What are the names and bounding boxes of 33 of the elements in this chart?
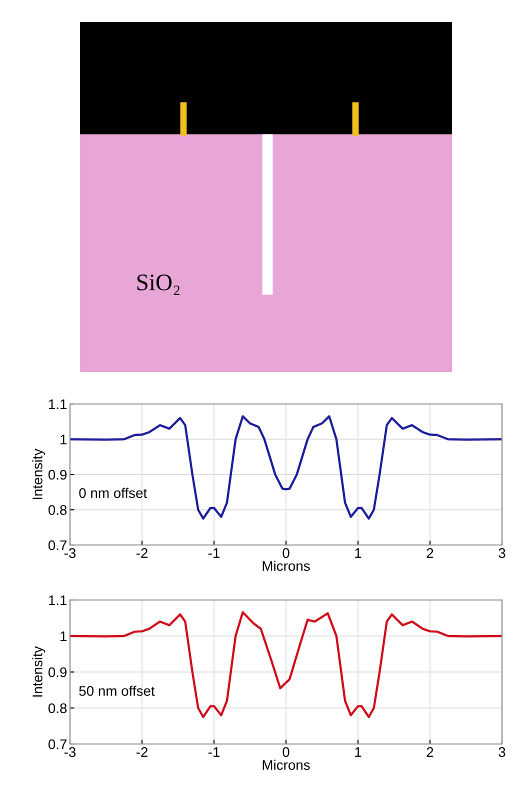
annotation: 0 nm offset (79, 488, 147, 498)
x-tick-label: 3 (498, 548, 506, 558)
x-tick-label: 1 (355, 548, 362, 558)
x-tick-label: 0 (282, 548, 290, 558)
x-tick-label: 1 (355, 747, 362, 757)
y-tick-label: 0.7 (48, 540, 67, 550)
x-tick-label: 3 (498, 747, 506, 757)
x-tick-label: -3 (64, 747, 76, 757)
line-series (70, 611, 502, 718)
x-tick-label: -3 (64, 548, 76, 558)
x-tick-label: 0 (282, 747, 290, 757)
y-tick-label: 1 (60, 631, 67, 642)
y-tick-label: 1.1 (48, 399, 67, 410)
text: SiO₂ (137, 274, 180, 295)
y-tick-label: 0.7 (48, 739, 67, 750)
x-tick-label: 2 (426, 548, 434, 558)
line-series (70, 415, 502, 520)
x-tick-label: 2 (426, 747, 434, 757)
y-tick-label: 0.8 (48, 505, 67, 515)
x-tick-label: -1 (208, 747, 220, 757)
y-tick-label: 1 (60, 434, 67, 444)
x-axis-title: Microns (262, 560, 310, 571)
x-tick-label: -2 (136, 747, 148, 757)
annotation: 50 nm offset (79, 686, 155, 696)
x-axis-title: Microns (262, 760, 310, 770)
y-tick-label: 0.8 (48, 703, 67, 714)
y-tick-label: 0.9 (48, 667, 67, 678)
x-tick-label: -1 (208, 548, 220, 558)
x-tick-label: -2 (136, 548, 148, 558)
y-axis-title: Intensity (32, 448, 46, 500)
y-tick-label: 0.9 (48, 470, 67, 480)
y-tick-label: 1.1 (48, 595, 67, 606)
y-axis-title: Intensity (32, 646, 46, 697)
